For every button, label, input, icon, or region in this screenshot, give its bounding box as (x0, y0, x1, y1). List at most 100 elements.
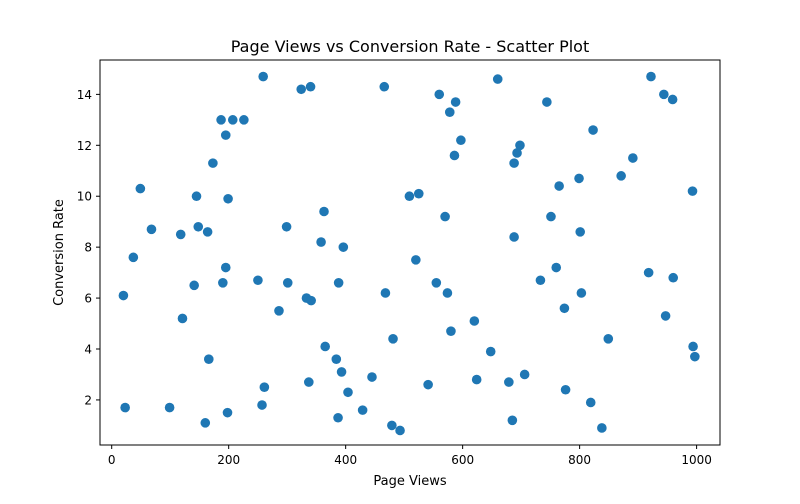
y-axis-label: Conversion Rate (52, 199, 67, 306)
data-point (202, 227, 213, 237)
data-point (296, 84, 307, 95)
data-point (512, 148, 522, 158)
data-point (118, 290, 129, 301)
data-point (542, 97, 552, 107)
data-point (492, 74, 503, 84)
data-point (504, 377, 514, 387)
data-point (690, 351, 700, 362)
data-point (177, 313, 188, 324)
data-point (667, 94, 678, 105)
data-point (446, 326, 456, 336)
data-point (220, 130, 231, 140)
data-point (253, 275, 263, 286)
data-point (509, 232, 519, 242)
data-point (411, 255, 421, 265)
data-point (687, 186, 698, 196)
data-point (281, 221, 292, 232)
data-point (223, 193, 233, 204)
data-point (560, 384, 571, 395)
data-point (442, 288, 453, 298)
data-point (259, 382, 270, 392)
x-tick-label: 1000 (681, 453, 712, 467)
data-point (387, 420, 397, 431)
data-point (660, 311, 671, 321)
data-point (333, 278, 344, 288)
data-point (193, 221, 204, 232)
data-point (588, 125, 598, 135)
data-point (440, 211, 450, 222)
data-point (239, 115, 249, 125)
plot-area-frame (99, 59, 721, 446)
data-point (515, 140, 525, 151)
data-point (189, 280, 199, 291)
data-point (519, 369, 530, 380)
data-point (659, 89, 669, 100)
data-point (331, 354, 342, 364)
data-point (509, 158, 519, 168)
data-point (146, 224, 157, 235)
data-point (282, 278, 293, 288)
data-point (469, 316, 480, 326)
x-tick-label: 200 (217, 453, 240, 467)
data-point (305, 81, 316, 92)
data-point (218, 278, 228, 288)
data-point (597, 423, 607, 433)
data-point (423, 379, 433, 390)
data-point (175, 229, 186, 240)
data-point (450, 97, 461, 107)
x-tick-label: 800 (568, 453, 591, 467)
data-point (668, 272, 679, 283)
data-point (120, 402, 130, 413)
data-point (688, 341, 698, 352)
data-point (395, 425, 405, 436)
data-point (628, 153, 638, 163)
data-point (388, 334, 398, 344)
data-point (227, 115, 238, 125)
data-point (456, 135, 466, 146)
x-tick-label: 600 (451, 453, 474, 467)
data-point (575, 227, 586, 237)
data-point (336, 367, 347, 377)
data-point (220, 262, 231, 273)
data-point (434, 89, 445, 100)
data-point (258, 71, 268, 82)
data-point (413, 188, 424, 199)
data-point (603, 334, 614, 344)
data-point (616, 171, 626, 181)
data-point (316, 237, 326, 247)
data-point (306, 295, 316, 306)
y-tick-label: 8 (84, 241, 92, 255)
data-point (164, 402, 175, 413)
data-point (274, 306, 284, 316)
data-point (551, 262, 562, 273)
x-tick-label: 0 (108, 453, 116, 467)
data-point (535, 275, 546, 286)
x-axis-label: Page Views (373, 474, 446, 489)
data-point (357, 405, 368, 415)
data-point (485, 346, 496, 357)
data-point (574, 173, 584, 184)
data-point (208, 158, 218, 168)
data-point (546, 211, 556, 222)
data-point (135, 183, 146, 194)
x-axis: 0 200 400 600 800 1000 (108, 445, 712, 467)
y-tick-label: 2 (84, 393, 92, 407)
data-point (643, 267, 654, 278)
data-point (216, 115, 226, 125)
data-point (646, 71, 656, 82)
y-axis: 2 4 6 8 10 12 14 (77, 88, 100, 407)
points-layer (118, 71, 700, 436)
data-point (191, 191, 202, 202)
y-tick-label: 6 (84, 292, 92, 306)
data-point (257, 400, 267, 410)
chart-title: Page Views vs Conversion Rate - Scatter … (231, 37, 590, 56)
y-tick-label: 14 (77, 88, 92, 102)
x-tick-label: 400 (334, 453, 357, 467)
data-point (471, 374, 482, 385)
data-point (554, 181, 564, 191)
data-point (559, 303, 570, 314)
data-point (203, 354, 214, 364)
